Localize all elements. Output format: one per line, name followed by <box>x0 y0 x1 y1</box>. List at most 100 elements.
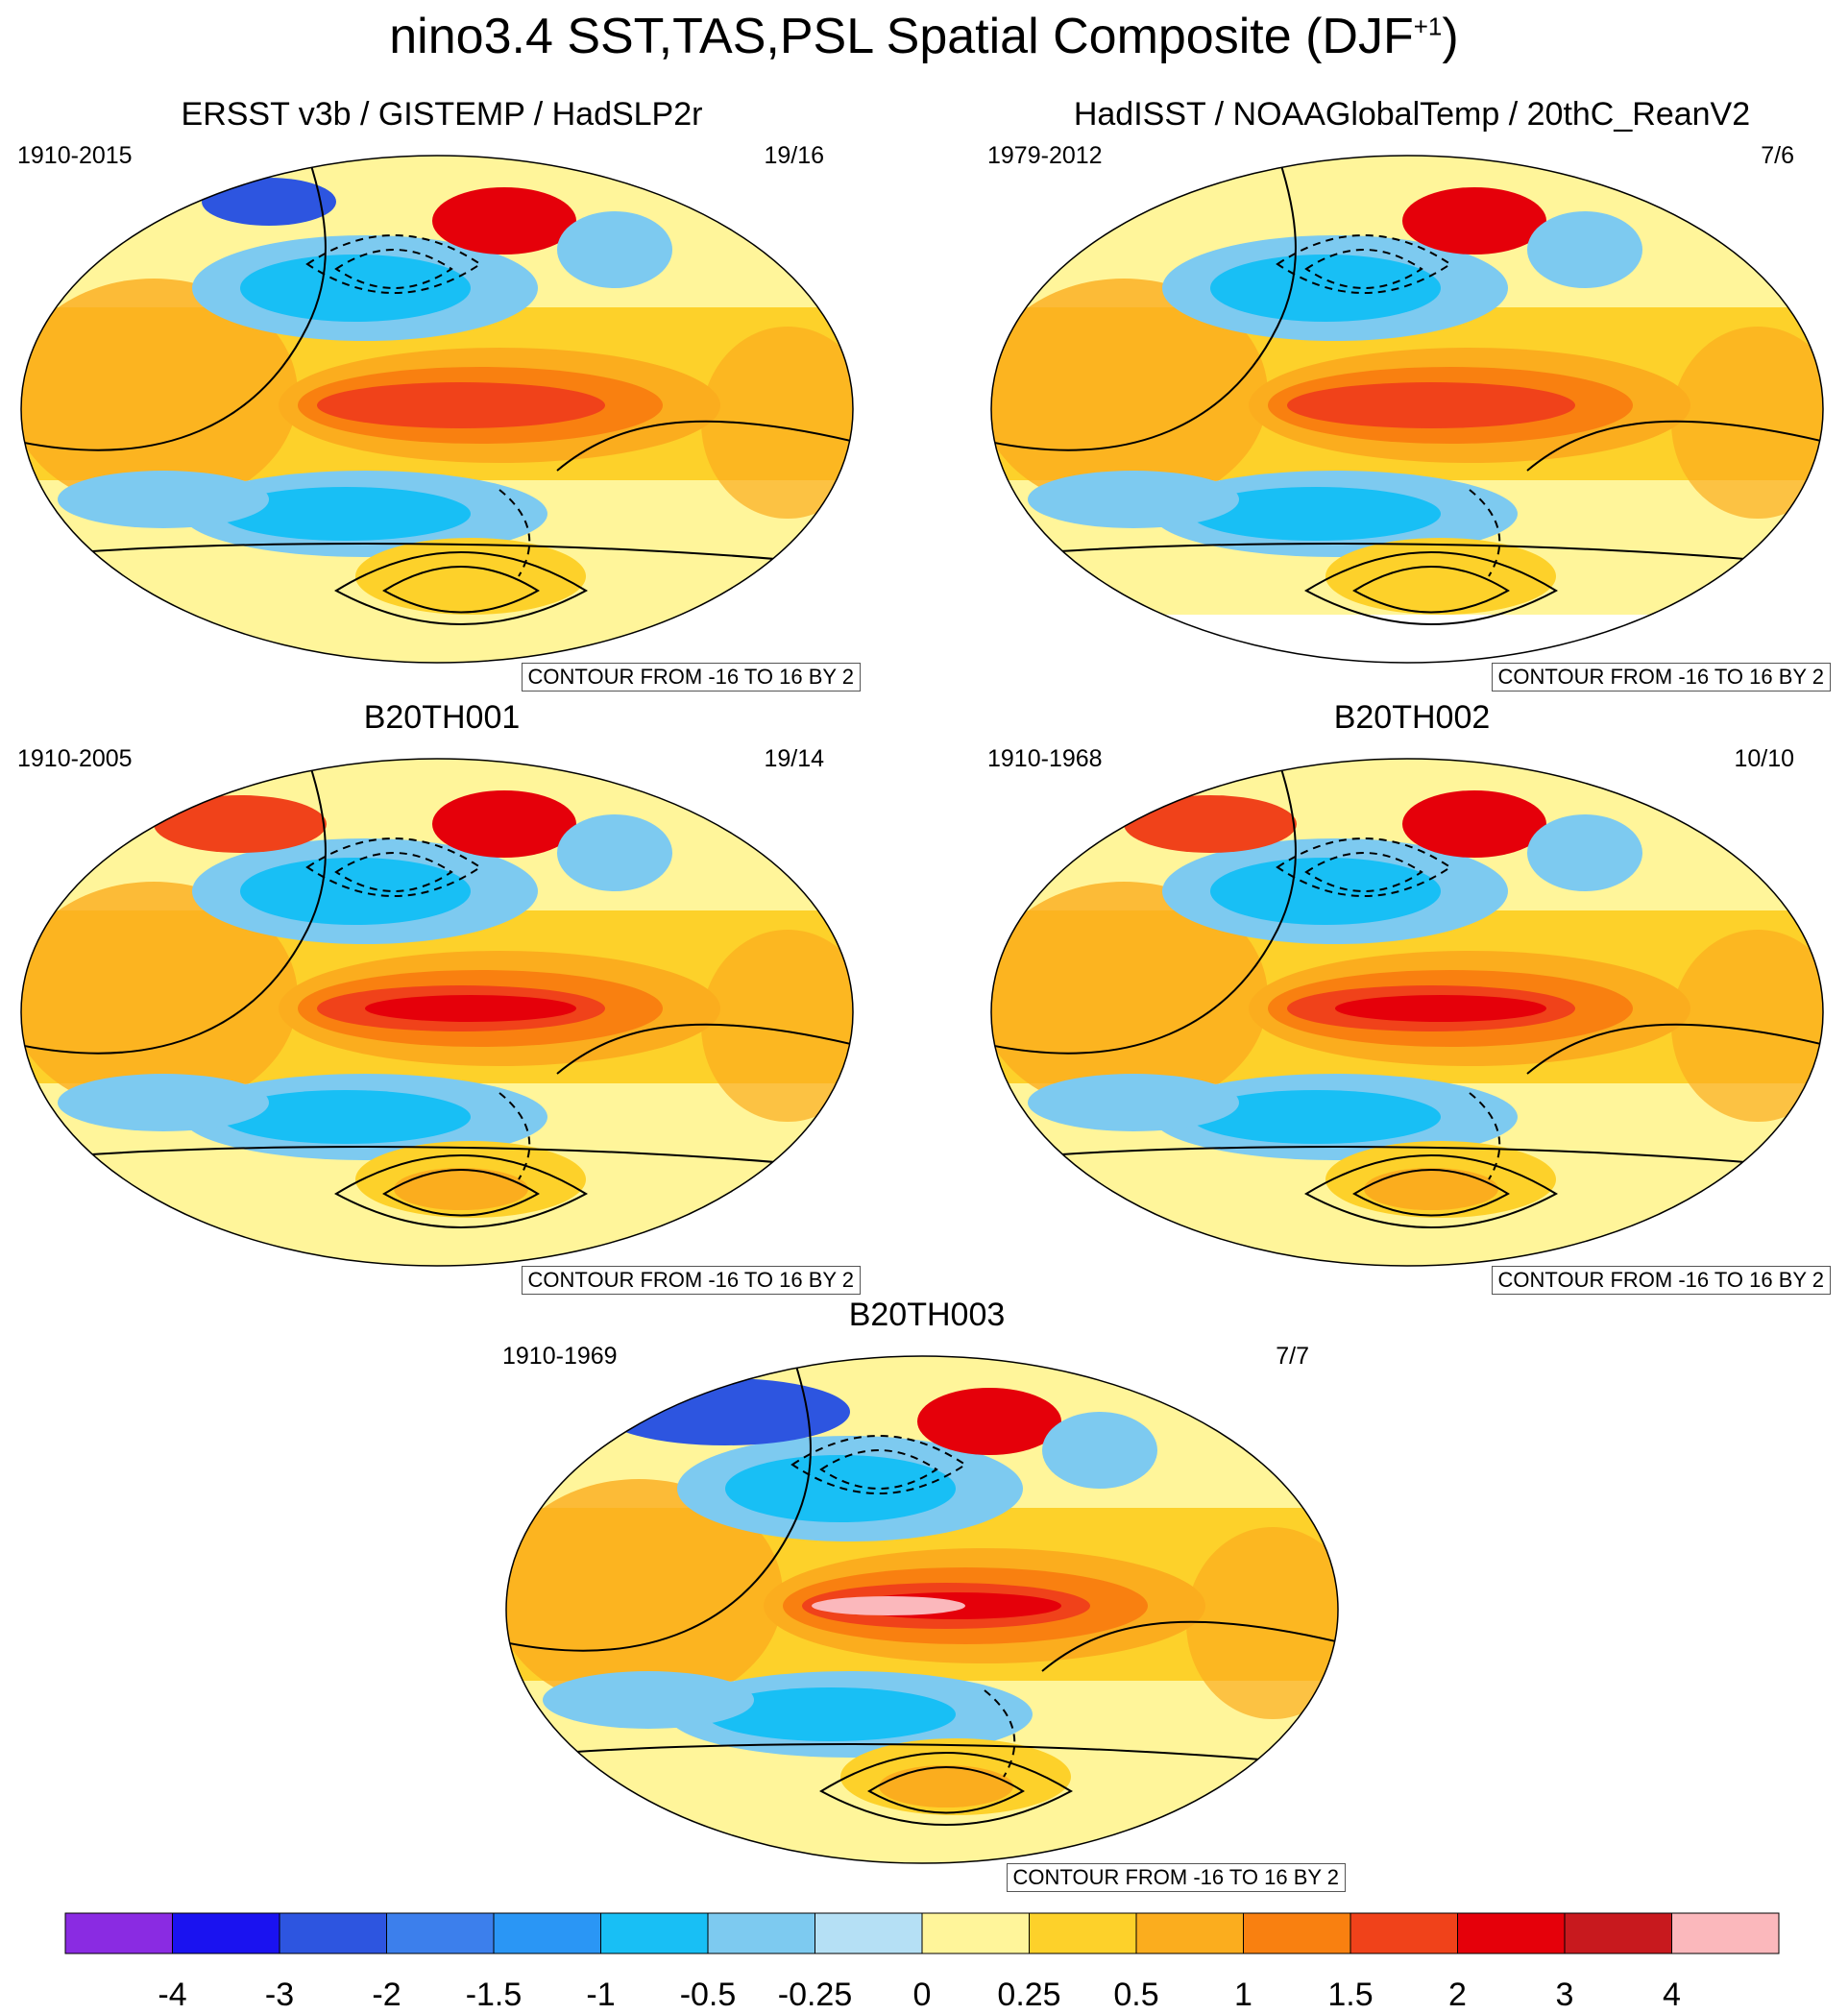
cool-region <box>706 1687 956 1741</box>
contour-info-label: CONTOUR FROM -16 TO 16 BY 2 <box>1491 1266 1831 1295</box>
panel-1: ERSST v3b / GISTEMP / HadSLP2r 1910-2015… <box>10 96 874 692</box>
psl-contour-positive <box>556 420 853 472</box>
psl-contour-positive <box>506 1356 812 1652</box>
colorbar-tick-label: -0.5 <box>679 1977 737 2013</box>
colorbar-tick-label: 1 <box>1234 1977 1252 2013</box>
psl-contour-positive <box>991 1146 1823 1171</box>
psl-contour-negative <box>1276 234 1452 294</box>
warm-region <box>21 882 298 1112</box>
enso-tongue-peak <box>365 995 576 1022</box>
colorbar-tick-label: -0.25 <box>777 1977 853 2013</box>
colorbar-swatch <box>172 1912 280 1954</box>
atlantic-cool <box>1527 814 1642 891</box>
psl-contour-positive <box>991 156 1297 451</box>
contour-info-label: CONTOUR FROM -16 TO 16 BY 2 <box>521 663 861 692</box>
enso-tongue-core <box>317 382 605 428</box>
colorbar-tick-label: 3 <box>1555 1977 1574 2013</box>
southern-warm-core <box>879 1765 1013 1808</box>
map-outline <box>990 155 1824 664</box>
eurasia-warm <box>154 795 327 853</box>
colorbar-tick-label: -4 <box>158 1977 187 2013</box>
north-america-warm <box>917 1388 1061 1455</box>
psl-contour-negative <box>984 1689 1016 1778</box>
eurasia-cool <box>600 1378 850 1445</box>
psl-contour-positive <box>556 1023 853 1075</box>
psl-contour-negative <box>1304 852 1423 892</box>
psl-contour-positive <box>1526 420 1823 472</box>
warm-region <box>506 1479 783 1710</box>
colorbar-tick-label: 2 <box>1448 1977 1467 2013</box>
cool-region <box>221 1090 471 1144</box>
panel-counts: 19/16 <box>764 142 824 169</box>
colorbar-swatch <box>600 1912 709 1954</box>
atlantic-cool <box>557 814 672 891</box>
panel-3: B20TH001 1910-2005 19/14 CONTOUR FROM -1… <box>10 699 874 1295</box>
map-outline <box>505 1355 1339 1864</box>
colorbar-swatch <box>1243 1912 1351 1954</box>
panel-title: B20TH002 <box>1333 699 1491 736</box>
enso-tongue-max <box>812 1596 965 1615</box>
warm-region <box>991 882 1268 1112</box>
psl-contour-negative <box>790 1435 967 1494</box>
colorbar-tick-label: 4 <box>1663 1977 1681 2013</box>
panel-counts: 10/10 <box>1734 745 1794 772</box>
psl-contour-positive <box>1352 1169 1510 1217</box>
psl-contour-negative <box>334 249 453 289</box>
atlantic-cool <box>1042 1412 1157 1489</box>
colorbar-tick-label: 0.5 <box>1113 1977 1159 2013</box>
psl-contour-positive <box>867 1766 1025 1814</box>
map-outline <box>20 155 854 664</box>
contour-info-label: CONTOUR FROM -16 TO 16 BY 2 <box>1006 1863 1346 1892</box>
colorbar-swatch <box>1457 1912 1566 1954</box>
contour-info-label: CONTOUR FROM -16 TO 16 BY 2 <box>1491 663 1831 692</box>
panel-counts: 19/14 <box>764 745 824 772</box>
psl-contour-negative <box>1469 1092 1501 1180</box>
psl-contour-positive <box>1303 551 1559 625</box>
psl-contour-positive <box>21 156 327 451</box>
psl-contour-negative <box>1469 489 1501 577</box>
colorbar-swatch <box>64 1912 173 1954</box>
psl-contour-positive <box>1526 1023 1823 1075</box>
eurasia-cool <box>202 178 336 226</box>
panel-period: 1910-1968 <box>987 745 1103 772</box>
psl-contour-positive <box>506 1743 1338 1768</box>
cool-region <box>1191 1090 1441 1144</box>
psl-contour-negative <box>498 1092 531 1180</box>
psl-contour-negative <box>1276 837 1452 897</box>
figure-title: nino3.4 SST,TAS,PSL Spatial Composite (D… <box>389 9 1459 64</box>
panel-2: HadISST / NOAAGlobalTemp / 20thC_ReanV2 … <box>980 96 1844 692</box>
psl-contour-positive <box>21 543 853 568</box>
panel-period: 1910-1969 <box>502 1343 618 1370</box>
colorbar-tick-label: 0.25 <box>997 1977 1061 2013</box>
colorbar-tick-label: -3 <box>264 1977 295 2013</box>
warm-region <box>701 930 853 1122</box>
psl-contour-positive <box>21 759 327 1055</box>
psl-contour-positive <box>1303 1154 1559 1228</box>
contour-info-label: CONTOUR FROM -16 TO 16 BY 2 <box>521 1266 861 1295</box>
panel-5: B20TH003 1910-1969 7/7 CONTOUR FROM -16 … <box>495 1297 1359 1892</box>
colorbar-swatch <box>1671 1912 1780 1954</box>
map-outline <box>20 758 854 1267</box>
psl-contour-positive <box>991 543 1823 568</box>
atlantic-cool <box>1527 211 1642 288</box>
colorbar-swatch <box>279 1912 387 1954</box>
psl-contour-negative <box>305 234 482 294</box>
panel-period: 1910-2005 <box>17 745 133 772</box>
panel-counts: 7/6 <box>1761 142 1794 169</box>
warm-region <box>1186 1527 1338 1719</box>
cool-region <box>1028 471 1239 528</box>
map-ersst <box>20 155 854 664</box>
psl-contour-negative <box>305 837 482 897</box>
colorbar-swatch <box>1135 1912 1244 1954</box>
psl-contour-positive <box>382 1169 540 1217</box>
north-america-warm <box>1402 187 1546 255</box>
colorbar-swatch <box>493 1912 601 1954</box>
psl-contour-positive <box>333 1154 589 1228</box>
figure-title-superscript: +1 <box>1413 12 1443 41</box>
warm-region <box>1671 327 1823 519</box>
enso-tongue-core <box>1287 382 1575 428</box>
north-america-warm <box>432 187 576 255</box>
warm-region <box>701 327 853 519</box>
southern-warm-core <box>394 1168 528 1210</box>
psl-contour-positive <box>991 759 1297 1055</box>
